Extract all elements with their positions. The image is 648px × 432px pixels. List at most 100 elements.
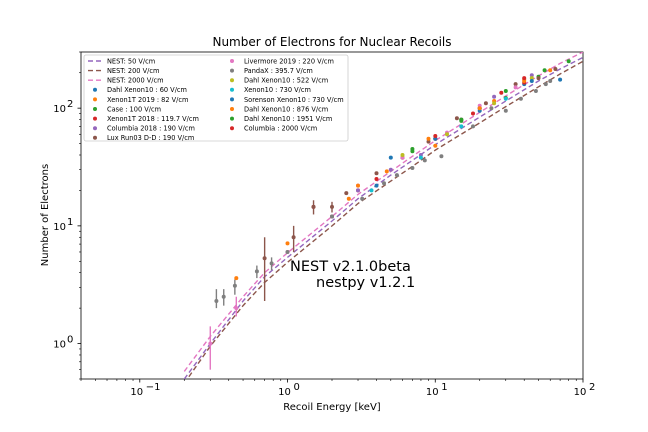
point-dahl-xenon10-876-v-cm bbox=[356, 183, 360, 188]
point-dahl-xenon10-60-v-cm bbox=[388, 155, 393, 160]
legend-item-sorenson-xenon10-730-v-cm: Sorenson Xenon10 : 730 V/cm bbox=[230, 96, 344, 104]
point-sorenson-xenon10-730-v-cm bbox=[374, 183, 379, 188]
legend-swatch bbox=[93, 107, 97, 111]
legend-swatch bbox=[230, 78, 234, 83]
legend-label: Dahl Xenon10 : 1951 V/cm bbox=[244, 115, 332, 123]
point-columbia-2000-v-cm bbox=[499, 90, 504, 95]
legend-label: Columbia 2018 : 190 V/cm bbox=[107, 125, 195, 133]
legend-item-xenon1t-2018-119-7-v-cm: Xenon1T 2018 : 119.7 V/cm bbox=[93, 115, 199, 123]
legend-label: Xenon1T 2018 : 119.7 V/cm bbox=[107, 115, 199, 123]
point-xenon1t-2019-82-v-cm bbox=[384, 169, 389, 174]
legend-swatch bbox=[93, 97, 97, 102]
point-pandax-395-7-v-cm bbox=[533, 89, 538, 93]
y-tick-exponent: 2 bbox=[67, 99, 73, 110]
y-tick-label: 10 bbox=[53, 222, 66, 233]
legend-swatch bbox=[93, 126, 97, 131]
x-tick-label: 10 bbox=[278, 387, 291, 398]
legend-label: Dahl Xenon10 : 60 V/cm bbox=[107, 86, 187, 94]
x-tick-exponent: 1 bbox=[441, 382, 447, 393]
point-xenon1t-2019-82-v-cm bbox=[433, 143, 438, 148]
point-columbia-2000-v-cm bbox=[522, 76, 527, 81]
annotation-nest-version: NEST v2.1.0beta bbox=[290, 259, 411, 275]
point-pandax-395-7-v-cm bbox=[360, 196, 365, 201]
point-pandax-395-7-v-cm bbox=[382, 181, 386, 186]
legend-label: Dahl Xenon10 : 522 V/cm bbox=[244, 77, 328, 85]
legend-label: Livermore 2019 : 220 V/cm bbox=[244, 57, 334, 65]
point-pandax-395-7-v-cm bbox=[394, 173, 399, 178]
legend-label: Columbia : 2000 V/cm bbox=[244, 125, 317, 133]
legend-label: NEST: 2000 V/cm bbox=[107, 77, 164, 85]
point-pandax-395-7-v-cm bbox=[489, 106, 494, 111]
legend-item-columbia-2000-v-cm: Columbia : 2000 V/cm bbox=[230, 125, 317, 133]
point-xenon10-730-v-cm bbox=[418, 155, 423, 160]
legend-item-dahl-xenon10-60-v-cm: Dahl Xenon10 : 60 V/cm bbox=[93, 86, 187, 94]
data-points bbox=[208, 59, 571, 346]
x-axis-label: Recoil Energy [keV] bbox=[283, 402, 381, 413]
point-columbia-2018-190-v-cm bbox=[356, 188, 360, 193]
point-pandax-395-7-v-cm bbox=[439, 154, 444, 159]
point-columbia-2000-v-cm bbox=[374, 177, 379, 181]
legend: NEST: 50 V/cm NEST: 200 V/cm NEST: 2000 V/… bbox=[83, 54, 349, 142]
x-tick-label: 10 bbox=[574, 387, 587, 398]
point-lux-run03-d-d-190-v-cm bbox=[262, 256, 267, 261]
point-pandax-395-7-v-cm bbox=[214, 299, 219, 303]
legend-label: Sorenson Xenon10 : 730 V/cm bbox=[244, 96, 344, 104]
x-tick-exponent: 2 bbox=[589, 382, 595, 393]
point-pandax-395-7-v-cm bbox=[221, 294, 226, 299]
point-dahl-xenon10-1951-v-cm bbox=[410, 147, 415, 151]
legend-label: NEST: 200 V/cm bbox=[107, 67, 159, 75]
point-xenon10-730-v-cm bbox=[459, 124, 464, 129]
y-tick-exponent: 1 bbox=[67, 217, 73, 228]
point-pandax-395-7-v-cm bbox=[471, 124, 475, 129]
legend-item-xenon1t-2019-82-v-cm: Xenon1T 2019 : 82 V/cm bbox=[93, 96, 188, 104]
point-sorenson-xenon10-730-v-cm bbox=[529, 79, 534, 83]
point-pandax-395-7-v-cm bbox=[285, 250, 290, 254]
legend-swatch bbox=[230, 68, 234, 73]
point-lux-run03-d-d-190-v-cm bbox=[344, 191, 349, 196]
legend-swatch bbox=[230, 87, 234, 92]
x-tick-exponent: −1 bbox=[146, 382, 161, 393]
point-dahl-xenon10-1951-v-cm bbox=[566, 59, 571, 64]
legend-swatch bbox=[230, 59, 234, 63]
legend-item-nest-200-v-cm: NEST: 200 V/cm bbox=[88, 67, 159, 75]
annotation-nestpy-version: nestpy v1.2.1 bbox=[316, 275, 415, 291]
legend-item-livermore-2019-220-v-cm: Livermore 2019 : 220 V/cm bbox=[230, 57, 334, 65]
point-dahl-xenon10-1951-v-cm bbox=[459, 117, 464, 122]
point-columbia-2018-190-v-cm bbox=[492, 94, 497, 99]
point-columbia-2018-190-v-cm bbox=[529, 73, 534, 78]
point-dahl-xenon10-522-v-cm bbox=[400, 153, 405, 157]
point-columbia-2018-190-v-cm bbox=[388, 167, 393, 172]
legend-swatch bbox=[230, 116, 234, 121]
legend-swatch bbox=[230, 107, 234, 111]
y-axis-label: Number of Electrons bbox=[40, 164, 51, 266]
point-pandax-395-7-v-cm bbox=[543, 82, 548, 87]
legend-item-nest-2000-v-cm: NEST: 2000 V/cm bbox=[88, 77, 164, 85]
legend-item-dahl-xenon10-876-v-cm: Dahl Xenon10 : 876 V/cm bbox=[230, 105, 328, 113]
point-dahl-xenon10-876-v-cm bbox=[548, 68, 553, 73]
legend-item-dahl-xenon10-522-v-cm: Dahl Xenon10 : 522 V/cm bbox=[230, 77, 328, 85]
legend-swatch bbox=[93, 116, 97, 121]
point-pandax-395-7-v-cm bbox=[503, 108, 508, 113]
point-lux-run03-d-d-190-v-cm bbox=[513, 82, 518, 87]
x-axis-ticks: 10 −1 10 0 10 1 10 2 bbox=[80, 379, 595, 398]
point-dahl-xenon10-60-v-cm bbox=[558, 77, 563, 82]
point-dahl-xenon10-876-v-cm bbox=[477, 106, 482, 111]
point-xenon10-730-v-cm bbox=[369, 188, 374, 193]
point-dahl-xenon10-876-v-cm bbox=[522, 79, 527, 83]
point-lux-run03-d-d-190-v-cm bbox=[536, 76, 541, 81]
curve-nest-50-v-cm bbox=[183, 56, 583, 379]
legend-swatch bbox=[93, 87, 97, 92]
point-dahl-xenon10-522-v-cm bbox=[492, 101, 497, 106]
legend-label: NEST: 50 V/cm bbox=[107, 57, 155, 65]
legend-item-nest-50-v-cm: NEST: 50 V/cm bbox=[88, 57, 155, 65]
legend-swatch bbox=[230, 97, 234, 102]
legend-label: Dahl Xenon10 : 876 V/cm bbox=[244, 105, 328, 113]
point-columbia-2000-v-cm bbox=[471, 111, 475, 116]
legend-item-pandax-395-7-v-cm: PandaX : 395.7 V/cm bbox=[230, 67, 313, 75]
x-tick-label: 10 bbox=[130, 387, 143, 398]
point-pandax-395-7-v-cm bbox=[330, 214, 334, 219]
point-pandax-395-7-v-cm bbox=[269, 261, 274, 266]
legend-label: Lux Run03 D-D : 190 V/cm bbox=[107, 134, 194, 142]
legend-label: Xenon1T 2019 : 82 V/cm bbox=[107, 96, 188, 104]
